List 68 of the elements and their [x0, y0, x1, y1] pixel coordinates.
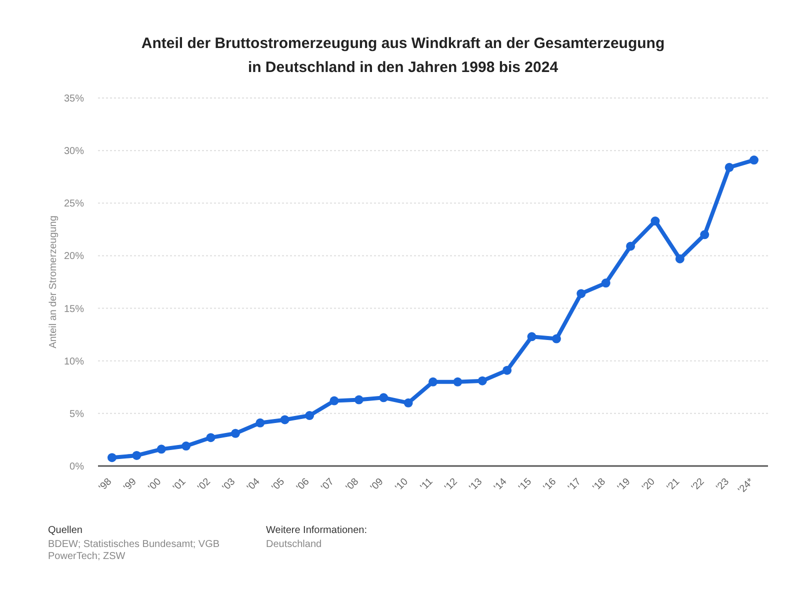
x-tick-label: '16: [542, 476, 559, 494]
x-tick-label: '15: [516, 476, 534, 494]
x-tick-label: '21: [665, 476, 682, 494]
x-tick-label: '17: [566, 476, 584, 494]
chart-title: Anteil der Bruttostromerzeugung aus Windkraft an der Gesamterzeugung in Deutschland in den Jahren 1998 bis 2024: [141, 35, 665, 76]
point: [724, 162, 734, 172]
point: [527, 332, 536, 342]
x-tick-label: '10: [393, 476, 411, 494]
y-tick-label: 15%: [64, 304, 84, 315]
text: Quellen: [48, 525, 82, 536]
y-tick-label: 5%: [70, 408, 84, 420]
point: [182, 442, 191, 451]
point: [354, 395, 364, 404]
point: [750, 156, 758, 165]
y-tick-label: 35%: [64, 94, 84, 104]
x-tick-label: '11: [418, 476, 436, 493]
point: [230, 428, 240, 438]
text: Weitere Informationen:: [266, 525, 367, 536]
x-tick-label: '05: [270, 476, 288, 494]
x-tick-label: '07: [319, 476, 337, 494]
x-tick-label: '18: [590, 476, 608, 494]
point: [601, 278, 610, 288]
point: [156, 444, 166, 454]
point: [108, 453, 116, 462]
x-tick-label: '02: [196, 476, 214, 494]
point: [280, 415, 290, 424]
x-tick-label: '20: [640, 476, 658, 494]
text: Deutschland: [266, 539, 322, 550]
point: [650, 216, 660, 226]
y-tick-label: 10%: [64, 356, 84, 368]
x-tick-label: '06: [294, 476, 312, 494]
x-tick-label: '08: [344, 476, 362, 494]
x-tick-label: '13: [468, 476, 485, 494]
point: [428, 377, 438, 386]
y-axis-title: Anteil an der Stromerzeugung: [48, 216, 59, 348]
y-tick-label: 20%: [64, 251, 84, 262]
point: [132, 450, 142, 460]
x-tick-label: '04: [245, 476, 263, 494]
point: [502, 366, 512, 375]
point: [700, 230, 710, 240]
x-tick-label: '00: [146, 476, 164, 494]
point: [256, 418, 265, 428]
x-tick-label: '09: [368, 476, 386, 494]
point: [206, 433, 216, 442]
point: [478, 376, 487, 386]
x-tick-label: '22: [690, 476, 708, 494]
point: [330, 396, 339, 406]
point: [404, 398, 413, 408]
point: [626, 242, 636, 251]
point: [305, 411, 314, 420]
x-tick-label: '23: [714, 476, 732, 494]
point: [379, 393, 388, 402]
y-tick-label: 0%: [70, 462, 84, 472]
point: [552, 334, 561, 344]
x-tick-label: '03: [220, 476, 238, 494]
x-tick-label: '98: [97, 476, 114, 494]
x-tick-label: '99: [122, 476, 140, 494]
y-tick-label: 25%: [64, 198, 84, 210]
x-tick-label: '24*: [736, 476, 756, 496]
x-tick-label: '19: [616, 476, 633, 494]
point: [453, 377, 462, 386]
point: [675, 254, 684, 264]
x-tick-label: '14: [492, 476, 510, 494]
x-tick-label: '12: [442, 476, 460, 494]
y-tick-label: 30%: [64, 146, 84, 158]
point: [576, 289, 586, 298]
text: BDEW; Statistisches Bundesamt; VGB PowerTech; ZSW: [48, 539, 220, 562]
x-tick-label: '01: [171, 476, 188, 494]
